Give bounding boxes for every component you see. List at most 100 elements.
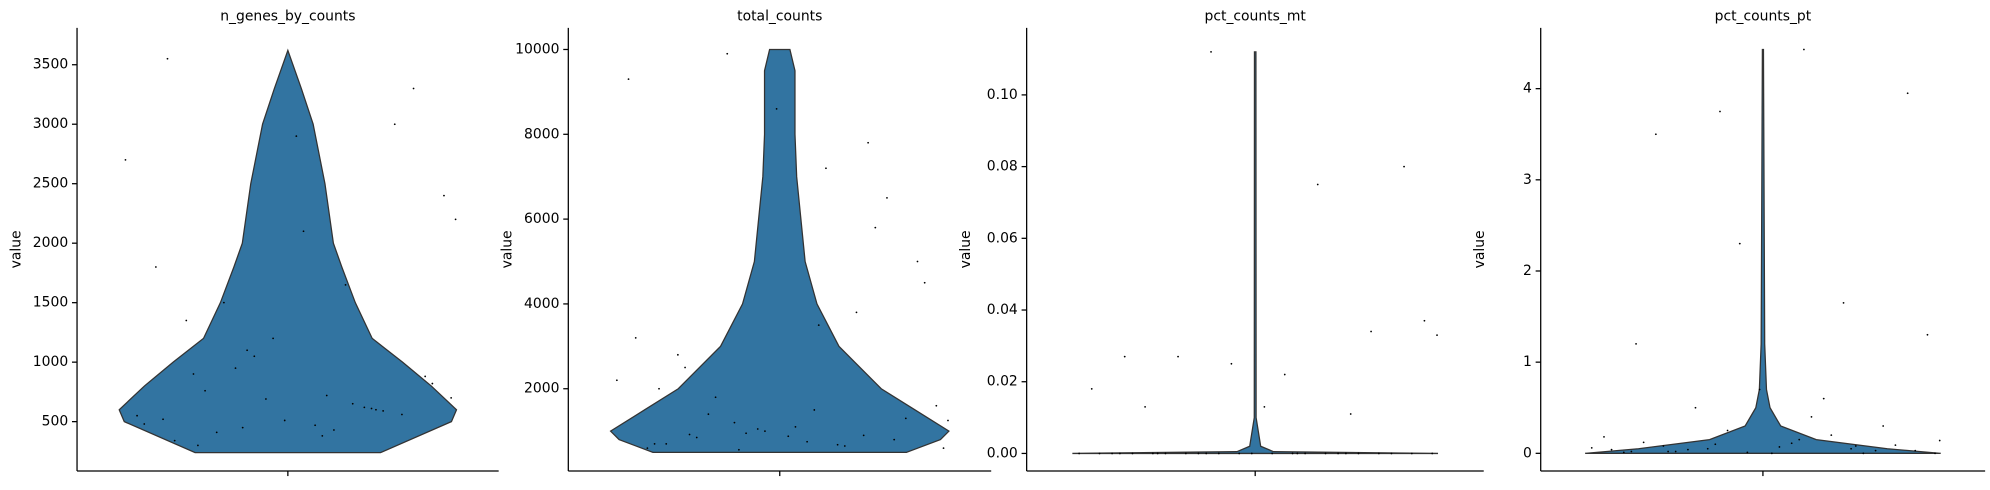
data-point <box>787 435 790 438</box>
data-point <box>855 311 858 314</box>
data-point <box>412 87 415 90</box>
violin <box>1585 48 1941 454</box>
data-point <box>1177 355 1179 358</box>
data-point <box>382 410 385 412</box>
data-point <box>1830 434 1833 436</box>
y-tick-label: 500 <box>42 414 69 430</box>
data-point <box>1349 413 1352 415</box>
data-point <box>1778 446 1781 448</box>
data-point <box>665 442 668 445</box>
data-point <box>862 434 865 437</box>
y-tick-label: 0.08 <box>987 159 1018 175</box>
y-tick-label: 3500 <box>33 57 68 73</box>
data-point <box>197 444 199 447</box>
data-point <box>1810 415 1813 418</box>
data-point <box>265 398 267 400</box>
data-point <box>401 413 403 416</box>
y-tick-label: 2000 <box>524 381 559 397</box>
data-point <box>646 447 649 449</box>
data-point <box>1622 451 1625 454</box>
data-point <box>1770 452 1773 455</box>
violin <box>118 48 458 454</box>
data-point <box>1798 438 1801 441</box>
data-point <box>707 413 710 416</box>
data-point <box>1337 452 1339 455</box>
y-tick-label: 6000 <box>524 211 559 227</box>
data-point <box>1357 452 1360 455</box>
data-point <box>1862 452 1865 455</box>
data-point <box>1090 388 1093 390</box>
y-tick-label: 3 <box>1523 172 1532 188</box>
data-point <box>1123 355 1126 358</box>
data-point <box>1390 452 1393 455</box>
data-point <box>1291 452 1294 455</box>
data-point <box>1403 165 1405 168</box>
data-point <box>1184 452 1187 455</box>
data-point <box>1205 452 1208 455</box>
data-point <box>1304 452 1307 455</box>
data-point <box>246 349 249 352</box>
data-point <box>1098 452 1101 455</box>
data-point <box>1263 405 1266 408</box>
y-axis-label: value <box>958 230 974 268</box>
data-point <box>1914 449 1917 452</box>
data-point <box>1316 183 1319 186</box>
panel-title: n_genes_by_counts <box>220 8 355 24</box>
data-point <box>1324 452 1327 455</box>
data-point <box>1283 373 1286 376</box>
data-point <box>1642 441 1645 444</box>
violin <box>609 48 950 453</box>
data-point <box>658 387 660 390</box>
violin <box>1072 51 1439 455</box>
data-point <box>1758 388 1761 391</box>
data-point <box>615 379 618 382</box>
data-point <box>904 417 907 420</box>
data-point <box>1119 452 1121 455</box>
data-point <box>794 426 797 428</box>
data-point <box>886 197 888 199</box>
data-point <box>1590 446 1593 449</box>
data-point <box>745 432 747 435</box>
data-point <box>443 194 445 197</box>
data-point <box>1719 110 1721 113</box>
y-tick-label: 10000 <box>515 41 559 57</box>
data-point <box>836 443 839 446</box>
data-point <box>325 394 328 397</box>
data-point <box>1250 452 1253 455</box>
data-point <box>1654 133 1657 136</box>
data-point <box>916 260 919 263</box>
data-point <box>370 407 373 410</box>
data-point <box>1217 452 1220 455</box>
y-tick-label: 2 <box>1523 263 1532 279</box>
data-point <box>1630 450 1633 453</box>
data-point <box>1210 50 1212 53</box>
data-point <box>684 366 686 369</box>
data-point <box>192 373 195 375</box>
data-point <box>1687 448 1689 451</box>
data-point <box>1431 452 1434 455</box>
data-point <box>1078 452 1081 455</box>
data-point <box>942 447 945 449</box>
data-point <box>1738 242 1741 245</box>
data-point <box>1230 362 1233 365</box>
data-point <box>935 404 938 407</box>
data-point <box>283 419 286 422</box>
data-point <box>1610 448 1613 451</box>
data-point <box>1164 452 1167 455</box>
y-tick-label: 0 <box>1523 445 1532 461</box>
data-point <box>1370 330 1372 333</box>
data-point <box>1874 449 1877 452</box>
y-tick-label: 1500 <box>33 295 68 311</box>
data-point <box>1667 450 1669 453</box>
data-point <box>756 428 759 430</box>
data-point <box>825 167 827 170</box>
data-point <box>676 353 679 356</box>
data-point <box>241 426 244 429</box>
data-point <box>302 230 305 233</box>
data-point <box>295 135 298 138</box>
data-point <box>173 439 176 442</box>
data-point <box>867 141 870 144</box>
data-point <box>162 418 164 421</box>
y-tick-label: 1 <box>1523 354 1532 370</box>
